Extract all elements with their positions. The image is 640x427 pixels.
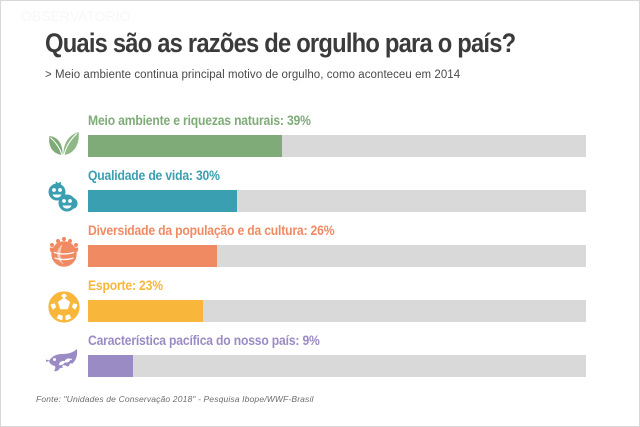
header: Quais são as razões de orgulho para o pa… bbox=[45, 27, 615, 83]
chart-row-label: Qualidade de vida: 30% bbox=[88, 168, 220, 183]
bar-fill bbox=[88, 300, 203, 322]
chart-row: Característica pacífica do nosso país: 9… bbox=[1, 331, 639, 386]
chart-row-label: Meio ambiente e riquezas naturais: 39% bbox=[88, 113, 311, 128]
bar-track bbox=[88, 135, 586, 157]
bar-fill bbox=[88, 190, 238, 212]
globe-people-icon bbox=[45, 231, 83, 273]
watermark-logo: OBSERVATORIO bbox=[21, 8, 131, 24]
bar-fill bbox=[88, 245, 218, 267]
chart-row: Qualidade de vida: 30% bbox=[1, 166, 639, 221]
page-subtitle: > Meio ambiente continua principal motiv… bbox=[45, 69, 461, 81]
chart-row: Esporte: 23% bbox=[1, 276, 639, 331]
bar-track bbox=[88, 300, 586, 322]
soccer-ball-icon bbox=[45, 286, 83, 328]
chart-row-label: Característica pacífica do nosso país: 9… bbox=[88, 333, 320, 348]
bar-track bbox=[88, 355, 586, 377]
two-faces-icon bbox=[45, 176, 83, 218]
chart-row: Meio ambiente e riquezas naturais: 39% bbox=[1, 111, 639, 166]
bar-fill bbox=[88, 355, 133, 377]
svg-text:OBSERVATORIO: OBSERVATORIO bbox=[21, 8, 131, 24]
page-title: Quais são as razões de orgulho para o pa… bbox=[45, 28, 516, 58]
dove-olive-branch-icon bbox=[45, 341, 83, 383]
leaves-icon bbox=[45, 121, 83, 163]
chart-row-label: Diversidade da população e da cultura: 2… bbox=[88, 223, 335, 238]
bar-track bbox=[88, 245, 586, 267]
bar-fill bbox=[88, 135, 283, 157]
chart-row-label: Esporte: 23% bbox=[88, 278, 163, 293]
bar-chart: Meio ambiente e riquezas naturais: 39% bbox=[1, 111, 639, 386]
chart-row: Diversidade da população e da cultura: 2… bbox=[1, 221, 639, 276]
bar-track bbox=[88, 190, 586, 212]
source-note: Fonte: "Unidades de Conservação 2018" - … bbox=[36, 394, 314, 404]
